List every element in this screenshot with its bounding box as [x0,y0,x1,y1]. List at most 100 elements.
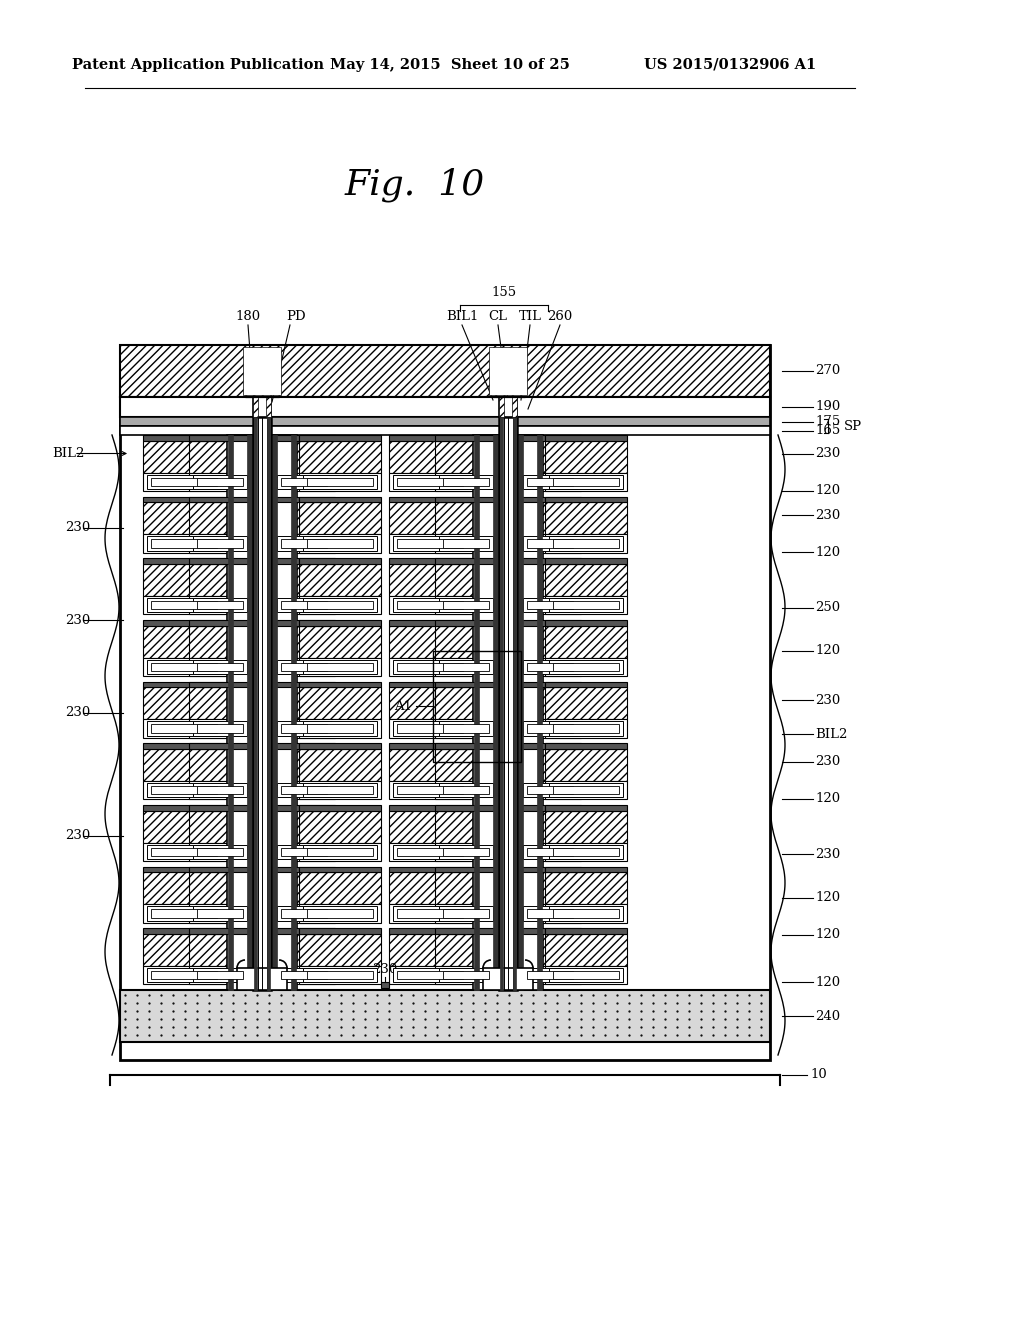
Bar [527,725,573,733]
Bar [299,719,381,738]
Bar [439,536,493,550]
Bar [519,719,581,738]
Bar [389,473,471,491]
Bar [545,535,627,553]
Bar [443,972,489,979]
Bar [435,496,497,502]
Bar [435,805,497,810]
Bar [273,781,335,800]
Bar [435,904,497,923]
Bar [272,436,278,990]
Bar [147,475,221,490]
Bar [273,719,335,738]
Bar [189,502,251,535]
Bar [189,595,251,614]
Bar [299,441,381,473]
Bar [439,907,493,921]
Bar [143,626,225,657]
Bar [549,968,623,982]
Bar [397,847,463,857]
Bar [299,473,381,491]
Bar [519,681,581,688]
Bar [273,535,335,553]
Bar [397,663,463,671]
Bar [443,663,489,671]
Bar [189,688,251,719]
Bar [553,847,618,857]
Bar [147,721,221,735]
Bar [519,688,581,719]
Bar [189,564,251,595]
Bar [439,598,493,612]
Bar [197,909,243,917]
Bar [281,725,327,733]
Bar [143,933,225,966]
Bar [389,564,471,595]
Bar [389,810,471,842]
Bar [435,719,497,738]
Bar [189,496,251,502]
Bar [273,928,335,933]
Bar [281,847,327,857]
Bar [519,620,581,626]
Bar [273,657,335,676]
Bar [389,781,471,800]
Bar [189,558,251,564]
Bar [512,397,517,417]
Text: SP: SP [844,420,862,433]
Bar [120,397,770,417]
Bar [519,873,581,904]
Bar [299,681,381,688]
Bar [143,873,225,904]
Bar [549,907,623,921]
Bar [281,540,327,548]
Bar [254,417,257,990]
Text: BIL2: BIL2 [52,447,84,459]
Bar [299,966,381,985]
Bar [299,904,381,923]
Bar [545,842,627,861]
Bar [389,688,471,719]
Bar [197,725,243,733]
Bar [483,968,534,990]
Bar [143,842,225,861]
Bar [545,933,627,966]
Bar [527,478,573,486]
Bar [549,660,623,675]
Bar [519,473,581,491]
Bar [435,681,497,688]
Bar [278,598,331,612]
Bar [189,748,251,781]
Bar [281,478,327,486]
Bar [193,598,247,612]
Bar [189,781,251,800]
Bar [189,743,251,748]
Bar [439,968,493,982]
Bar [393,475,467,490]
Bar [143,496,225,502]
Bar [253,397,271,417]
Bar [435,867,497,873]
Bar [393,907,467,921]
Bar [435,781,497,800]
Bar [227,436,253,990]
Text: BIL1: BIL1 [445,310,478,323]
Text: May 14, 2015  Sheet 10 of 25: May 14, 2015 Sheet 10 of 25 [330,58,570,73]
Bar [247,436,252,990]
Bar [197,847,243,857]
Bar [435,748,497,781]
Bar [299,626,381,657]
Bar [143,502,225,535]
Bar [443,540,489,548]
Bar [193,968,247,982]
Bar [435,535,497,553]
Bar [307,909,373,917]
Bar [147,907,221,921]
Bar [271,436,297,990]
Bar [151,972,217,979]
Bar [189,620,251,626]
Bar [499,397,504,417]
Bar [299,564,381,595]
Text: 230: 230 [815,755,841,768]
Bar [435,873,497,904]
